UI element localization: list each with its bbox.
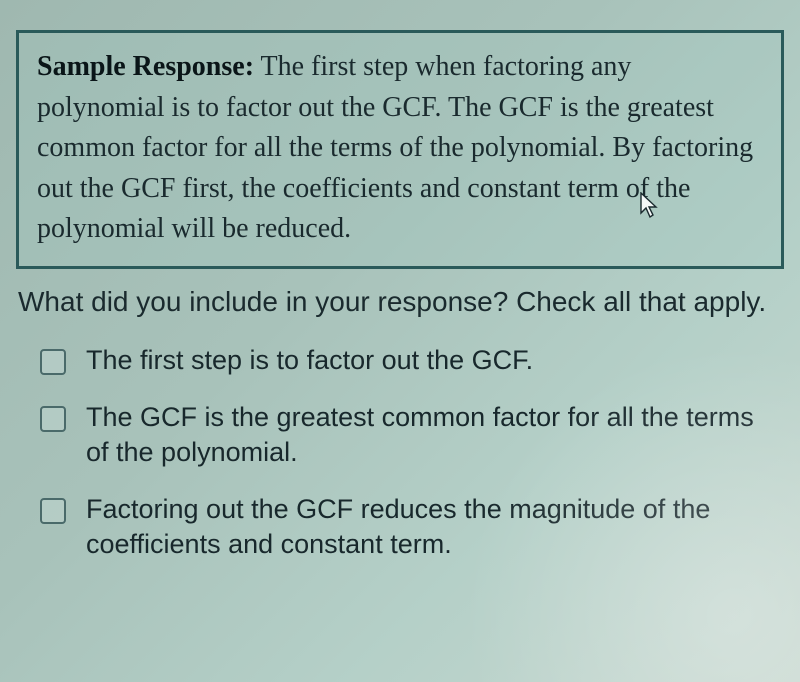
question-text: What did you include in your response? C… (18, 283, 782, 321)
checkbox-2[interactable] (40, 406, 66, 432)
checkbox-3[interactable] (40, 498, 66, 524)
option-row: Factoring out the GCF reduces the magnit… (40, 492, 788, 562)
page: Sample Response: The first step when fac… (0, 0, 800, 682)
option-text-2: The GCF is the greatest common factor fo… (86, 400, 788, 470)
sample-response-label: Sample Response: (37, 51, 254, 82)
sample-response-text: Sample Response: The first step when fac… (37, 51, 753, 244)
checkbox-1[interactable] (40, 349, 66, 375)
options-list: The first step is to factor out the GCF.… (40, 343, 788, 562)
option-text-3: Factoring out the GCF reduces the magnit… (86, 492, 788, 562)
option-text-1: The first step is to factor out the GCF. (86, 343, 553, 378)
option-row: The first step is to factor out the GCF. (40, 343, 788, 378)
option-row: The GCF is the greatest common factor fo… (40, 400, 788, 470)
sample-response-box: Sample Response: The first step when fac… (16, 30, 784, 269)
